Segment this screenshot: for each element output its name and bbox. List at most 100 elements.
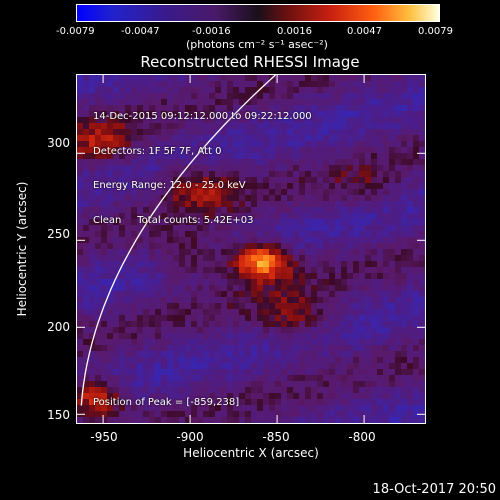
heatmap-cell (77, 99, 84, 106)
heatmap-cell (179, 327, 186, 334)
heatmap-cell (323, 165, 330, 172)
heatmap-cell (305, 321, 312, 328)
heatmap-cell (359, 333, 366, 340)
heatmap-cell (305, 195, 312, 202)
heatmap-cell (149, 297, 156, 304)
heatmap-cell (125, 135, 132, 142)
heatmap-cell (221, 207, 228, 214)
heatmap-cell (143, 327, 150, 334)
heatmap-cell (353, 123, 360, 130)
heatmap-cell (233, 225, 240, 232)
heatmap-cell (401, 297, 408, 304)
heatmap-cell (359, 381, 366, 388)
heatmap-cell (215, 351, 222, 358)
heatmap-cell (149, 321, 156, 328)
heatmap-cell (125, 231, 132, 238)
heatmap-cell (137, 267, 144, 274)
heatmap-cell (275, 285, 282, 292)
heatmap-cell (149, 363, 156, 370)
heatmap-cell (275, 291, 282, 298)
heatmap-cell (251, 165, 258, 172)
heatmap-cell (263, 339, 270, 346)
heatmap-cell (293, 135, 300, 142)
heatmap-cell (83, 195, 90, 202)
heatmap-cell (257, 183, 264, 190)
heatmap-cell (191, 273, 198, 280)
heatmap-cell (179, 243, 186, 250)
heatmap-cell (113, 381, 120, 388)
heatmap-cell (281, 207, 288, 214)
heatmap-cell (389, 75, 396, 82)
heatmap-cell (395, 411, 402, 418)
heatmap-cell (293, 87, 300, 94)
heatmap-cell (179, 159, 186, 166)
heatmap-cell (389, 207, 396, 214)
heatmap-cell (281, 219, 288, 226)
heatmap-cell (377, 165, 384, 172)
heatmap-cell (221, 189, 228, 196)
heatmap-cell (371, 117, 378, 124)
heatmap-cell (419, 273, 425, 280)
heatmap-cell (383, 357, 390, 364)
heatmap-cell (401, 243, 408, 250)
heatmap-cell (149, 345, 156, 352)
heatmap-cell (275, 417, 282, 423)
heatmap-cell (233, 207, 240, 214)
heatmap-cell (95, 411, 102, 418)
heatmap-cell (239, 225, 246, 232)
heatmap-cell (323, 231, 330, 238)
heatmap-cell (113, 273, 120, 280)
heatmap-cell (143, 255, 150, 262)
heatmap-cell (347, 267, 354, 274)
heatmap-cell (269, 207, 276, 214)
heatmap-cell (383, 363, 390, 370)
heatmap-cell (329, 159, 336, 166)
heatmap-cell (335, 351, 342, 358)
heatmap-cell (281, 249, 288, 256)
heatmap-cell (281, 351, 288, 358)
heatmap-cell (323, 135, 330, 142)
heatmap-cell (389, 165, 396, 172)
heatmap-cell (161, 99, 168, 106)
heatmap-cell (209, 333, 216, 340)
heatmap-cell (149, 267, 156, 274)
heatmap-cell (287, 345, 294, 352)
heatmap-cell (395, 315, 402, 322)
heatmap-cell (269, 177, 276, 184)
heatmap-cell (167, 93, 174, 100)
heatmap-cell (83, 375, 90, 382)
heatmap-cell (161, 75, 168, 82)
heatmap-cell (89, 243, 96, 250)
heatmap-cell (377, 345, 384, 352)
heatmap-cells (77, 75, 425, 423)
heatmap-cell (407, 369, 414, 376)
heatmap-cell (293, 231, 300, 238)
heatmap-cell (239, 153, 246, 160)
heatmap-cell (341, 381, 348, 388)
heatmap-cell (377, 93, 384, 100)
heatmap-cell (131, 105, 138, 112)
heatmap-cell (275, 399, 282, 406)
heatmap-cell (245, 417, 252, 423)
heatmap-cell (221, 303, 228, 310)
heatmap-cell (119, 411, 126, 418)
heatmap-cell (311, 183, 318, 190)
heatmap-cell (131, 375, 138, 382)
heatmap-cell (371, 249, 378, 256)
heatmap-cell (323, 339, 330, 346)
heatmap-cell (335, 105, 342, 112)
heatmap-cell (395, 207, 402, 214)
heatmap-cell (125, 411, 132, 418)
heatmap-cell (365, 345, 372, 352)
heatmap-cell (143, 339, 150, 346)
heatmap-cell (257, 165, 264, 172)
heatmap-cell (263, 219, 270, 226)
heatmap-cell (143, 351, 150, 358)
heatmap-cell (215, 387, 222, 394)
heatmap-cell (119, 333, 126, 340)
heatmap-cell (395, 279, 402, 286)
heatmap-cell (89, 363, 96, 370)
heatmap-cell (335, 339, 342, 346)
colorbar-tick: 0.0016 (277, 26, 312, 37)
heatmap-cell (173, 387, 180, 394)
